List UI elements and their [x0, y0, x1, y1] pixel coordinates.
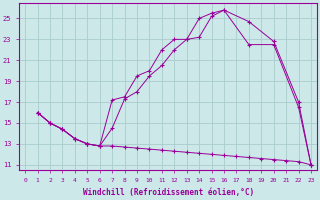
X-axis label: Windchill (Refroidissement éolien,°C): Windchill (Refroidissement éolien,°C): [83, 188, 254, 197]
